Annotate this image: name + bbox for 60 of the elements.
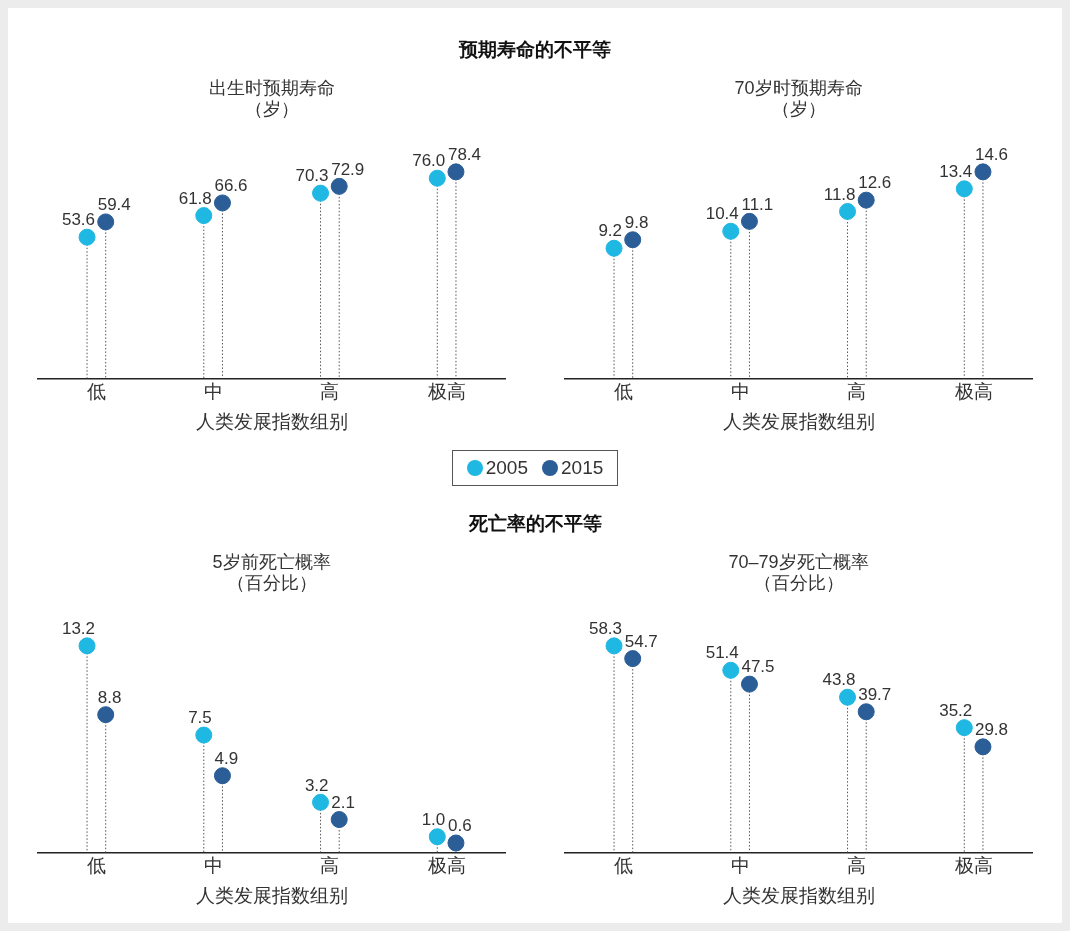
- data-label: 13.2: [61, 619, 96, 639]
- x-tick-label: 极高: [953, 381, 993, 403]
- data-label: 76.0: [412, 151, 446, 171]
- x-axis-title: 人类发展指数组别: [195, 884, 348, 906]
- x-tick-label: 低: [613, 381, 633, 403]
- data-label: 35.2: [939, 700, 973, 720]
- data-label: 43.8: [822, 670, 856, 690]
- data-label: 11.8: [823, 184, 856, 204]
- data-label: 70.3: [295, 166, 329, 186]
- data-label: 47.5: [741, 657, 775, 677]
- data-label: 61.8: [178, 188, 212, 208]
- x-axis-title: 人类发展指数组别: [722, 884, 875, 906]
- x-axis-title: 人类发展指数组别: [195, 410, 348, 432]
- data-label: 72.9: [331, 159, 365, 179]
- data-label: 29.8: [974, 720, 1009, 740]
- x-tick-label: 极高: [426, 855, 466, 877]
- x-tick-label: 低: [613, 855, 633, 877]
- data-label: 12.6: [858, 173, 892, 193]
- x-tick-label: 低: [86, 855, 106, 877]
- data-label: 66.6: [214, 176, 248, 196]
- x-tick-label: 高: [847, 855, 867, 877]
- chart-title: 70岁时预期寿命（岁）: [734, 77, 863, 120]
- x-tick-label: 中: [730, 855, 750, 877]
- data-label: 39.7: [858, 684, 892, 704]
- data-label: 2.1: [331, 792, 355, 812]
- data-label: 0.6: [447, 816, 472, 836]
- data-label: 10.4: [705, 204, 739, 224]
- data-label: 8.8: [97, 687, 122, 707]
- data-label: 51.4: [705, 643, 739, 663]
- chart-title: 70–79岁死亡概率（百分比）: [728, 551, 869, 594]
- data-label: 11.1: [741, 194, 774, 214]
- x-tick-label: 极高: [953, 855, 993, 877]
- x-tick-label: 中: [203, 855, 223, 877]
- x-tick-label: 极高: [426, 381, 466, 403]
- data-label: 58.3: [588, 619, 623, 639]
- data-label: 9.8: [624, 212, 649, 232]
- data-label: 13.4: [939, 162, 973, 182]
- x-tick-label: 高: [320, 381, 340, 403]
- text: 死亡率的不平等: [467, 512, 603, 536]
- x-tick-label: 低: [86, 381, 106, 403]
- data-label: 53.6: [61, 210, 96, 230]
- x-tick-label: 高: [847, 381, 867, 403]
- data-label: 9.2: [598, 221, 623, 241]
- data-label: 4.9: [214, 748, 239, 768]
- data-label: 14.6: [974, 145, 1009, 165]
- data-label: 59.4: [97, 195, 131, 215]
- data-label: 54.7: [624, 631, 658, 651]
- x-axis-title: 人类发展指数组别: [722, 410, 875, 432]
- data-label: 3.2: [304, 775, 329, 795]
- x-tick-label: 中: [203, 381, 223, 403]
- legend-label: 2005: [484, 457, 528, 479]
- text: 预期寿命的不平等: [457, 38, 612, 62]
- x-tick-label: 高: [320, 855, 340, 877]
- chart-title: 出生时预期寿命（岁）: [208, 77, 335, 120]
- x-tick-label: 中: [730, 381, 750, 403]
- legend-label: 2015: [560, 457, 604, 479]
- data-label: 1.0: [421, 809, 446, 829]
- data-label: 7.5: [188, 708, 212, 728]
- data-label: 78.4: [447, 145, 482, 165]
- chart-title: 5岁前死亡概率（百分比）: [212, 551, 331, 594]
